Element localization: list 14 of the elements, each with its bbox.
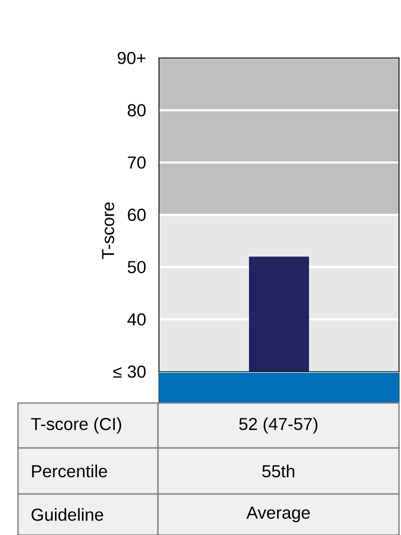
y-tick-label: 60 xyxy=(128,208,146,221)
text: Guideline xyxy=(32,508,104,521)
y-tick-label: 40 xyxy=(127,313,146,326)
y-tick-label: 80 xyxy=(128,104,146,116)
text: Percentile xyxy=(32,464,107,478)
text: Average xyxy=(246,506,310,522)
y-tick-label: 50 xyxy=(128,260,146,274)
text: 52 (47-57) xyxy=(239,417,318,434)
y-tick-label: 90+ xyxy=(118,52,146,64)
y-tick-label: ≤ 30 xyxy=(113,365,146,378)
y-tick-label: 70 xyxy=(128,156,146,169)
y-axis-title: T-score xyxy=(102,202,114,259)
text: 55th xyxy=(262,464,294,478)
text: T-score (CI) xyxy=(31,417,122,434)
